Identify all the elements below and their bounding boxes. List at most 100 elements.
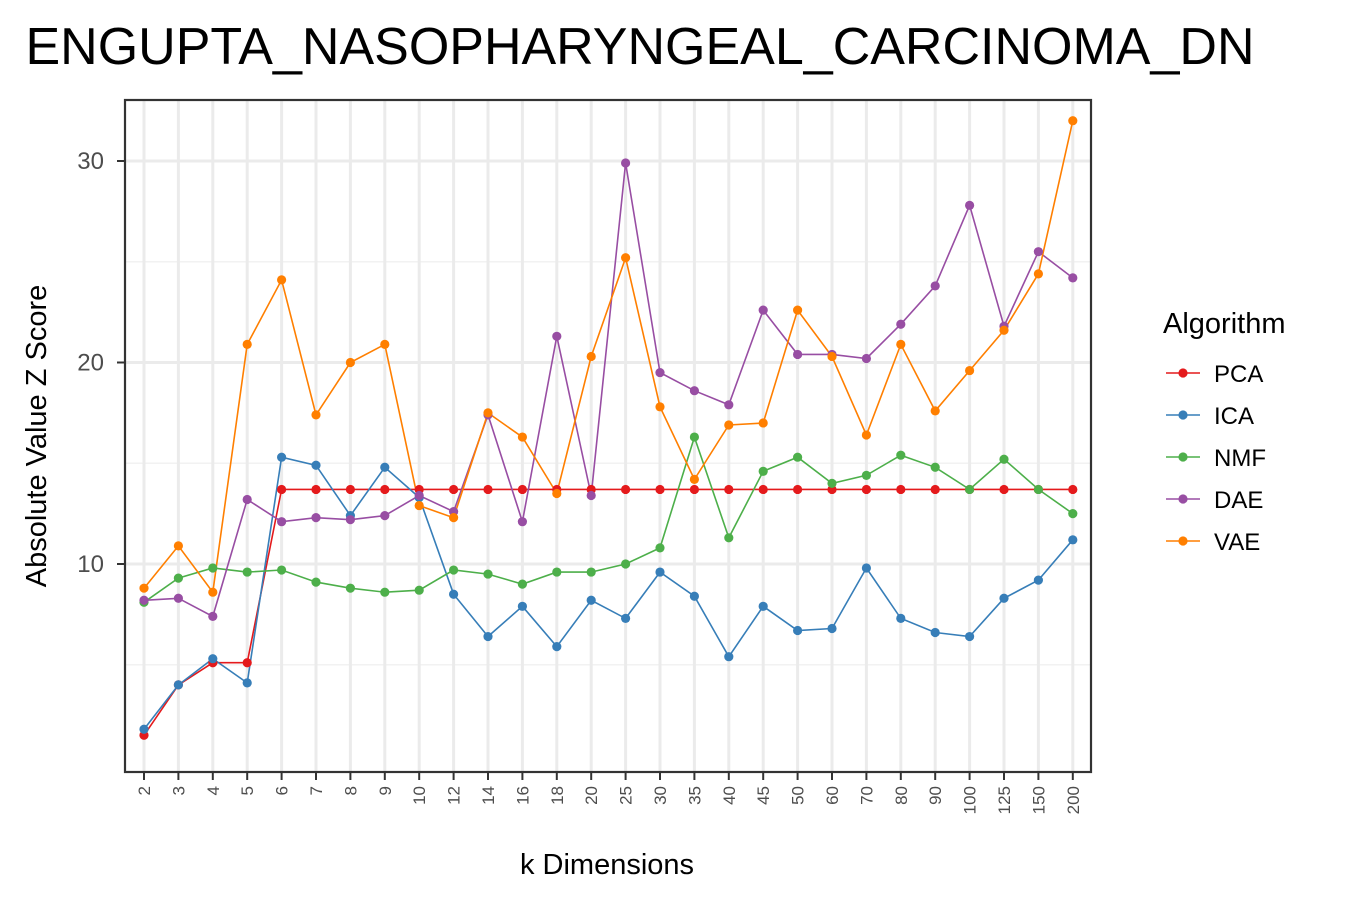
data-point-dae (345, 515, 355, 525)
data-point-vae (655, 402, 665, 412)
data-point-vae (414, 500, 424, 511)
data-point-dae (965, 200, 975, 210)
data-point-vae (139, 583, 149, 593)
x-tick-label: 30 (651, 786, 670, 805)
data-point-pca (689, 484, 700, 495)
plot-border (123, 98, 1093, 774)
data-point-ica (586, 595, 596, 605)
data-point-nmf (655, 543, 665, 553)
legend-label: ICA (1214, 403, 1254, 430)
data-point-ica (965, 631, 975, 642)
data-point-vae (449, 513, 459, 523)
x-tick-label: 50 (789, 786, 808, 805)
series-points (139, 116, 1078, 740)
x-tick-label: 60 (823, 786, 842, 805)
legend-label: DAE (1214, 487, 1263, 514)
data-point-ica (827, 623, 837, 634)
legend-label: NMF (1214, 445, 1266, 472)
data-point-nmf (758, 466, 768, 476)
data-point-pca (277, 484, 287, 495)
x-tick-label: 4 (204, 786, 223, 795)
x-tick-label: 45 (754, 786, 773, 805)
data-point-pca (999, 484, 1009, 495)
data-point-dae (380, 511, 390, 521)
data-point-dae (311, 513, 321, 523)
data-point-dae (621, 158, 631, 168)
data-point-nmf (277, 565, 287, 575)
data-point-pca (311, 484, 321, 495)
data-point-dae (586, 490, 596, 501)
data-point-ica (999, 593, 1009, 603)
x-tick-label: 100 (961, 786, 980, 814)
data-point-vae (758, 418, 768, 428)
legend-key-point (1178, 494, 1188, 504)
x-tick-label: 125 (995, 786, 1014, 814)
data-point-pca (896, 484, 906, 495)
data-point-nmf (208, 563, 218, 573)
x-tick-label: 14 (479, 786, 498, 805)
legend-label: VAE (1214, 529, 1260, 556)
data-point-nmf (999, 454, 1009, 464)
data-point-pca (345, 484, 355, 495)
data-point-ica (793, 625, 803, 636)
data-point-ica (758, 601, 768, 611)
data-point-ica (621, 613, 631, 624)
data-point-vae (242, 339, 252, 349)
data-point-nmf (380, 587, 390, 597)
data-point-vae (724, 420, 734, 430)
data-point-vae (173, 541, 183, 551)
chart-title: ENGUPTA_NASOPHARYNGEAL_CARCINOMA_DN (25, 18, 1254, 76)
x-tick-label: 8 (341, 786, 360, 795)
legend-key-point (1178, 452, 1188, 462)
data-point-nmf (689, 432, 700, 442)
data-point-nmf (621, 559, 631, 569)
x-tick-label: 80 (892, 786, 911, 805)
x-tick-label: 90 (926, 786, 945, 805)
x-tick-label: 25 (617, 786, 636, 805)
data-point-nmf (724, 533, 734, 543)
data-point-nmf (517, 579, 528, 589)
x-axis-title: k Dimensions (520, 849, 694, 881)
data-point-ica (1068, 535, 1078, 545)
y-tick-label: 20 (77, 350, 104, 377)
data-point-nmf (586, 567, 596, 577)
data-point-pca (517, 484, 528, 495)
data-point-ica (655, 567, 665, 577)
x-tick-label: 20 (582, 786, 601, 805)
data-point-dae (139, 595, 149, 605)
data-point-dae (861, 353, 872, 364)
data-point-ica (139, 724, 149, 734)
data-point-ica (242, 678, 252, 688)
legend-label: PCA (1214, 361, 1263, 388)
plot-background (125, 100, 1091, 772)
data-point-dae (277, 517, 287, 527)
data-point-dae (1068, 273, 1078, 283)
data-point-dae (655, 367, 665, 378)
data-point-ica (552, 642, 562, 652)
data-point-ica (311, 460, 321, 470)
data-point-nmf (930, 462, 940, 472)
data-point-dae (208, 611, 218, 621)
y-axis-title: Absolute Value Z Score (21, 285, 53, 588)
legend-title: Algorithm (1163, 308, 1286, 340)
data-point-nmf (1033, 484, 1043, 495)
legend: Algorithm PCA ICA NMF DAE VAE (1163, 308, 1286, 556)
data-point-nmf (861, 470, 872, 480)
x-tick-label: 12 (445, 786, 464, 805)
data-point-dae (414, 490, 424, 501)
x-tick-label: 16 (513, 786, 532, 805)
data-point-dae (724, 400, 734, 410)
y-tick-label: 30 (77, 148, 104, 175)
series-line-dae (143, 162, 1074, 618)
data-point-vae (999, 325, 1009, 335)
x-tick-label: 200 (1064, 786, 1083, 814)
data-point-ica (449, 589, 459, 599)
x-tick-label: 150 (1029, 786, 1048, 814)
data-point-pca (724, 484, 734, 495)
data-point-nmf (449, 565, 459, 575)
data-point-nmf (896, 450, 906, 460)
data-point-ica (277, 452, 287, 462)
data-point-vae (689, 474, 700, 484)
data-point-ica (208, 654, 218, 664)
